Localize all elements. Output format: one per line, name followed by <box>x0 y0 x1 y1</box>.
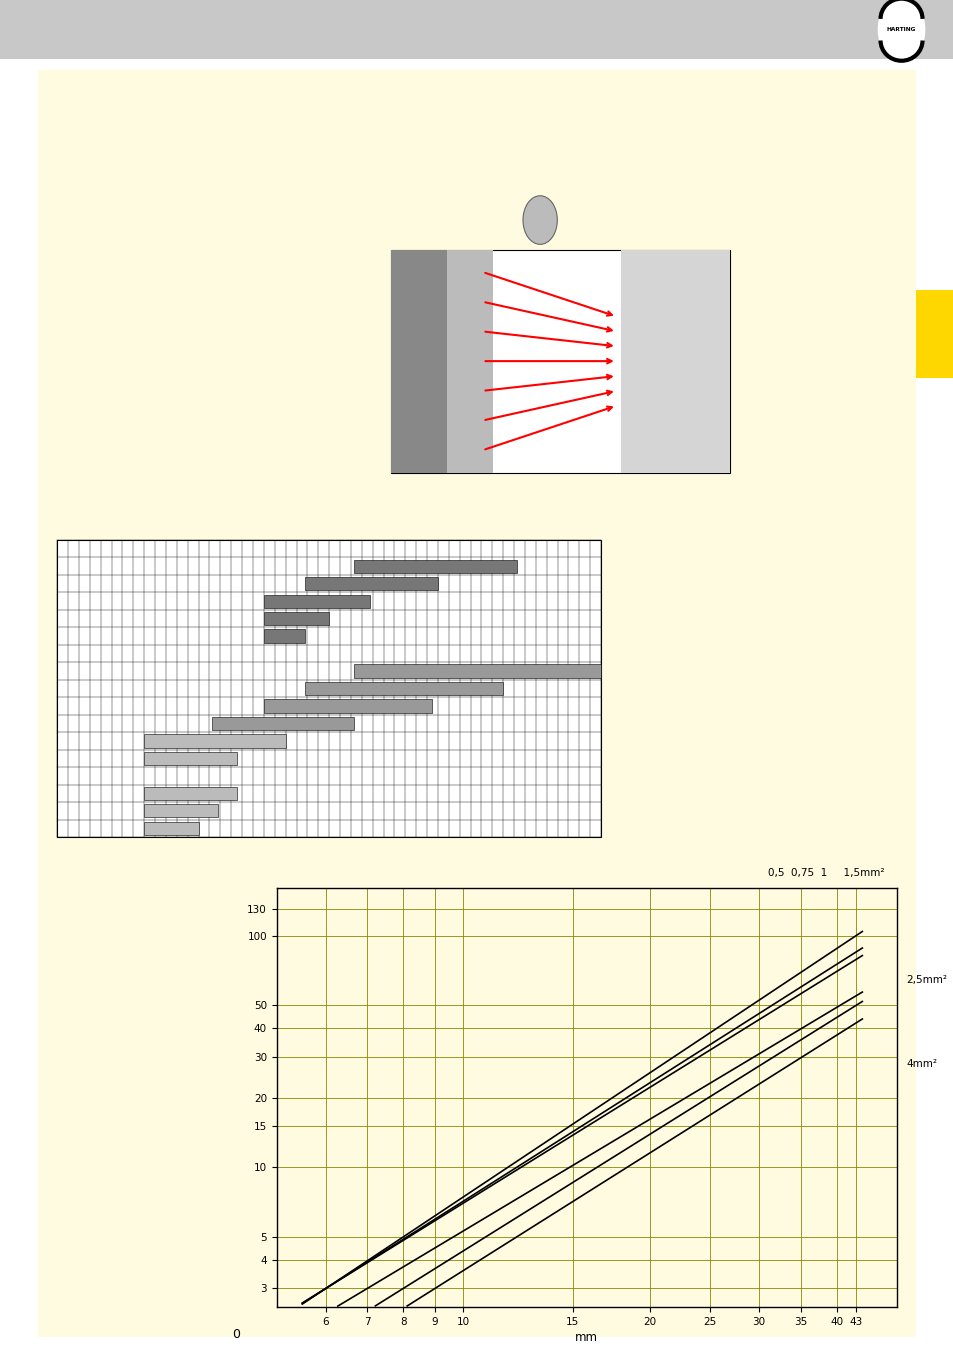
Bar <box>264 699 432 713</box>
Text: 0,5  0,75  1     1,5mm²: 0,5 0,75 1 1,5mm² <box>767 868 883 878</box>
Bar <box>144 805 217 818</box>
Bar <box>264 629 304 643</box>
Text: 4mm²: 4mm² <box>905 1058 936 1069</box>
Bar <box>264 594 370 608</box>
Bar <box>304 576 437 590</box>
Text: 0: 0 <box>233 1327 240 1341</box>
Bar <box>354 559 517 572</box>
Bar <box>144 752 236 765</box>
X-axis label: mm: mm <box>575 1331 598 1343</box>
Text: 2,5mm²: 2,5mm² <box>905 975 946 985</box>
Circle shape <box>877 0 924 63</box>
Bar <box>57 540 600 837</box>
Bar <box>304 682 502 695</box>
Bar <box>144 734 285 748</box>
Bar <box>0 0 953 59</box>
Bar <box>391 250 447 472</box>
Bar <box>354 664 600 678</box>
Bar <box>144 822 198 834</box>
Bar <box>620 250 729 472</box>
Text: HARTING: HARTING <box>886 27 915 32</box>
Bar <box>144 787 236 801</box>
Bar <box>212 717 354 730</box>
Circle shape <box>522 196 557 244</box>
Bar <box>264 612 329 625</box>
Bar <box>391 250 729 472</box>
Bar <box>447 250 492 472</box>
Bar <box>915 290 953 378</box>
